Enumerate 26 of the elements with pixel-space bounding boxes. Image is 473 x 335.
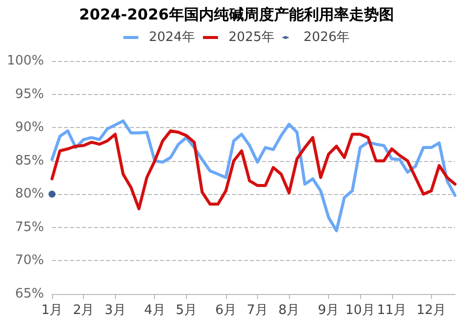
x-tick-label: 12月 bbox=[416, 303, 446, 318]
y-tick-label: 95% bbox=[15, 86, 44, 102]
x-tick-label: 6月 bbox=[215, 303, 236, 318]
x-tick-label: 3月 bbox=[104, 303, 126, 318]
x-tick-label: 10月 bbox=[345, 303, 375, 318]
y-tick-label: 70% bbox=[15, 253, 44, 268]
y-tick-label: 80% bbox=[15, 186, 44, 202]
x-tick-label: 4月 bbox=[144, 303, 166, 318]
y-tick-label: 65% bbox=[15, 286, 44, 302]
x-tick-label: 9月 bbox=[318, 303, 340, 318]
legend-label: 2026年 bbox=[304, 30, 350, 45]
x-tick-label: 2月 bbox=[72, 303, 94, 318]
x-tick-label: 1月 bbox=[41, 303, 63, 318]
legend-label: 2025年 bbox=[228, 30, 275, 45]
x-tick-label: 8月 bbox=[278, 303, 300, 318]
y-tick-label: 85% bbox=[15, 153, 44, 168]
x-tick-label: 11月 bbox=[377, 303, 407, 318]
line-series bbox=[50, 129, 456, 210]
x-tick-label: 7月 bbox=[246, 303, 268, 318]
legend-label: 2024年 bbox=[148, 30, 195, 45]
y-tick-label: 90% bbox=[15, 120, 44, 136]
line-series bbox=[50, 119, 456, 232]
y-tick-label: 100% bbox=[6, 54, 44, 68]
chart-title: 2024-2026年国内纯碱周度产能利用率走势图 bbox=[79, 6, 394, 24]
x-tick-label: 5月 bbox=[176, 303, 197, 318]
y-tick-label: 75% bbox=[15, 220, 44, 235]
